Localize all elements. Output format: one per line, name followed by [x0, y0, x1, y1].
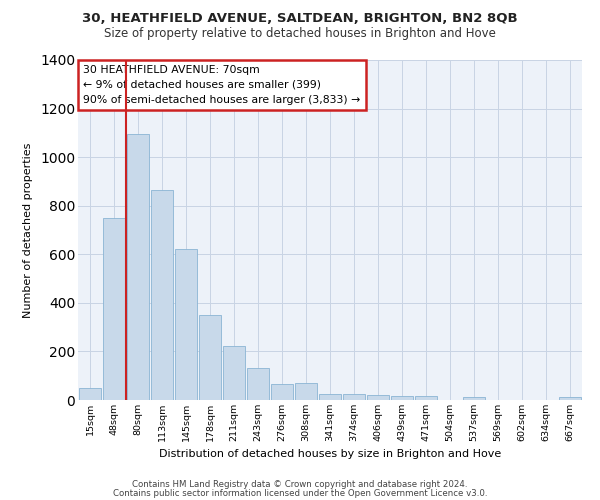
Bar — [79, 388, 101, 400]
Bar — [415, 396, 437, 400]
Bar — [199, 315, 221, 400]
X-axis label: Distribution of detached houses by size in Brighton and Hove: Distribution of detached houses by size … — [159, 450, 501, 460]
Bar — [559, 397, 581, 400]
Text: 30, HEATHFIELD AVENUE, SALTDEAN, BRIGHTON, BN2 8QB: 30, HEATHFIELD AVENUE, SALTDEAN, BRIGHTO… — [82, 12, 518, 26]
Text: Contains public sector information licensed under the Open Government Licence v3: Contains public sector information licen… — [113, 490, 487, 498]
Text: Size of property relative to detached houses in Brighton and Hove: Size of property relative to detached ho… — [104, 28, 496, 40]
Bar — [319, 394, 341, 400]
Y-axis label: Number of detached properties: Number of detached properties — [23, 142, 33, 318]
Bar — [343, 394, 365, 400]
Bar — [271, 384, 293, 400]
Bar — [391, 396, 413, 400]
Bar — [127, 134, 149, 400]
Bar — [463, 397, 485, 400]
Bar — [247, 368, 269, 400]
Bar — [151, 190, 173, 400]
Text: 30 HEATHFIELD AVENUE: 70sqm
← 9% of detached houses are smaller (399)
90% of sem: 30 HEATHFIELD AVENUE: 70sqm ← 9% of deta… — [83, 65, 360, 104]
Bar — [367, 395, 389, 400]
Bar — [295, 383, 317, 400]
Text: Contains HM Land Registry data © Crown copyright and database right 2024.: Contains HM Land Registry data © Crown c… — [132, 480, 468, 489]
Bar — [175, 250, 197, 400]
Bar — [223, 346, 245, 400]
Bar — [103, 218, 125, 400]
